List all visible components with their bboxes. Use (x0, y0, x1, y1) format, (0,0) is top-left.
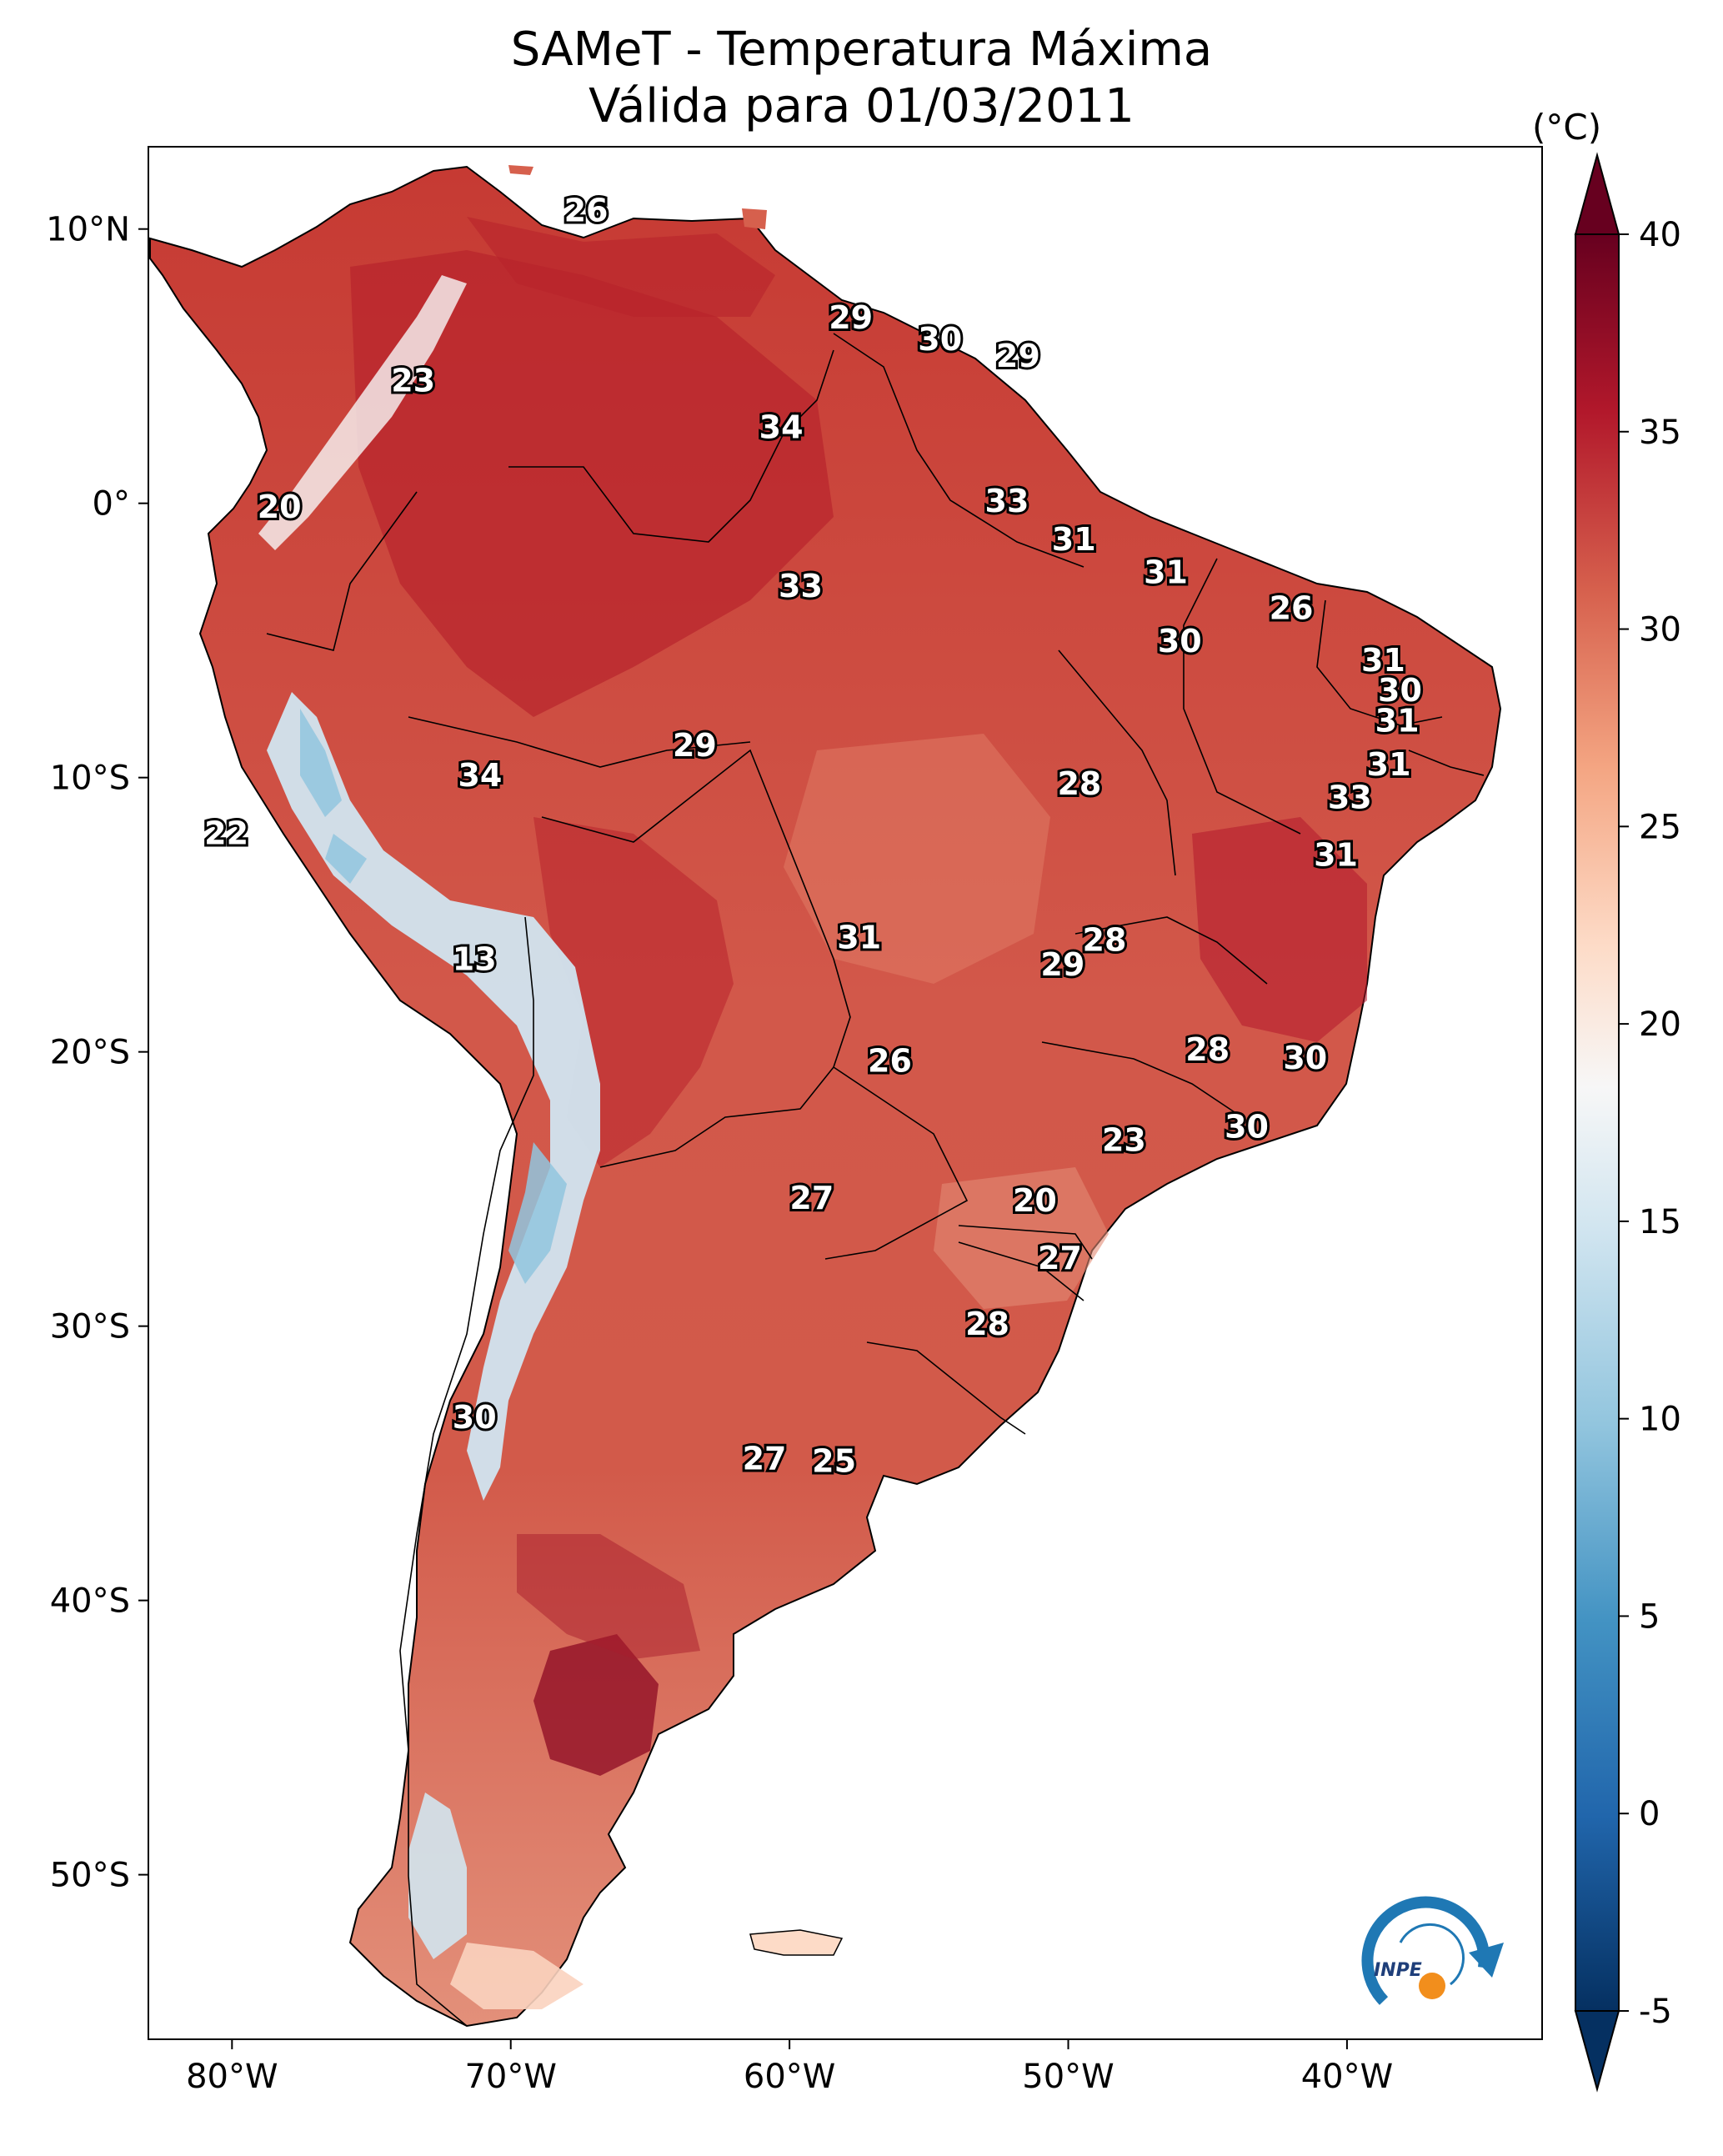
contour-label: 31 (1144, 554, 1188, 591)
contour-label: 31 (1375, 702, 1420, 739)
contour-label: 30 (1158, 623, 1202, 659)
mild-zone-cerrado (784, 734, 1050, 984)
colorbar-body (1575, 233, 1620, 2012)
contour-label: 29 (996, 338, 1040, 374)
colorbar-tick-label: 10 (1639, 1401, 1681, 1439)
lon-tick-label: 50°W (1022, 2058, 1114, 2096)
contour-label: 33 (779, 568, 823, 604)
colorbar-tick-label: 5 (1639, 1597, 1660, 1636)
colorbar-tick-label: 15 (1639, 1203, 1681, 1241)
colorbar-unit: (°C) (1532, 107, 1602, 148)
colorbar-tick-label: 20 (1639, 1005, 1681, 1044)
colorbar: 40 35 30 25 20 15 10 5 0 -5 (1574, 152, 1681, 2093)
hot-zone-amazon (350, 250, 834, 717)
contour-label: 28 (1057, 765, 1101, 802)
contour-label: 27 (1038, 1240, 1082, 1276)
contour-label: 31 (1361, 642, 1405, 679)
logo-orbit (1399, 1923, 1465, 1986)
lon-tick-label: 80°W (186, 2058, 278, 2096)
contour-label: 30 (453, 1399, 497, 1436)
contour-label: 29 (829, 299, 873, 336)
map-title: SAMeT - Temperatura Máxima (510, 23, 1213, 77)
hot-zone-pampas (517, 1534, 700, 1659)
contour-label: 34 (759, 409, 804, 445)
lat-tick-label: 20°S (50, 1034, 130, 1072)
contour-label: 28 (965, 1306, 1009, 1342)
lat-tick-label: 10°S (50, 760, 130, 798)
colorbar-ticks: 40 35 30 25 20 15 10 5 0 -5 (1619, 216, 1681, 2031)
contour-label: 33 (985, 483, 1029, 519)
andes-colder-core (300, 709, 567, 1284)
contour-label: 27 (743, 1440, 787, 1477)
colorbar-tick-label: 40 (1639, 216, 1681, 254)
hot-zone-bahia (1192, 817, 1367, 1042)
hot-zone-patagonia (533, 1634, 659, 1776)
contour-label: 28 (1083, 922, 1127, 959)
lon-tick-label: 60°W (744, 2058, 835, 2096)
lat-tick-label: 30°S (50, 1308, 130, 1346)
contour-label: 30 (1225, 1108, 1269, 1145)
lat-tick-label: 0° (93, 485, 130, 524)
latitude-axis: 10°N 0° 10°S 20°S 30°S 40°S 50°S (46, 211, 148, 1895)
logo-text: INPE (1374, 1960, 1422, 1981)
contour-label: 23 (1102, 1122, 1146, 1159)
contour-label: 26 (1270, 589, 1314, 626)
contour-label: 30 (918, 321, 962, 358)
logo-swoosh (1361, 1896, 1490, 2005)
colorbar-max-extension (1574, 152, 1620, 235)
map-subtitle: Válida para 01/03/2011 (589, 79, 1134, 133)
logo-arrow-icon (1469, 1943, 1504, 1978)
andes-north-strip (258, 275, 467, 550)
contour-label: 28 (1185, 1031, 1230, 1068)
contour-label: 31 (1367, 746, 1411, 783)
contour-label: 34 (458, 757, 502, 794)
patagonia-cold-strip (408, 1792, 467, 1959)
lon-tick-label: 40°W (1301, 2058, 1393, 2096)
colorbar-tick-label: 25 (1639, 808, 1681, 846)
contour-label: 27 (789, 1180, 834, 1216)
lon-tick-label: 70°W (464, 2058, 556, 2096)
contour-label: 20 (258, 489, 302, 525)
contour-label: 29 (673, 727, 717, 764)
tierra-del-fuego-mild (450, 1943, 584, 2009)
contour-label: 26 (868, 1042, 912, 1079)
contour-label: 23 (391, 362, 435, 399)
contour-label: 31 (1052, 521, 1096, 558)
contour-label: 25 (812, 1443, 856, 1480)
colorbar-tick-label: -5 (1639, 1993, 1672, 2031)
contour-label: 31 (837, 919, 881, 955)
contour-label: 33 (1328, 779, 1372, 815)
contour-label: 29 (1040, 946, 1084, 983)
longitude-axis: 80°W 70°W 60°W 50°W 40°W (186, 2039, 1393, 2096)
andes-cold-strip (267, 692, 600, 1501)
lat-tick-label: 50°S (50, 1857, 130, 1895)
colorbar-tick-label: 0 (1639, 1795, 1660, 1833)
inpe-logo: INPE (1361, 1896, 1504, 2005)
colorbar-tick-label: 35 (1639, 414, 1681, 452)
contour-label: 22 (204, 815, 248, 851)
lat-tick-label: 40°S (50, 1582, 130, 1621)
falkland-islands (749, 1929, 844, 1956)
country-borders (266, 333, 1485, 2027)
contour-label: 20 (1013, 1182, 1057, 1219)
contour-label: 26 (564, 192, 609, 228)
contour-label: 30 (1283, 1040, 1327, 1076)
colorbar-tick-label: 30 (1639, 611, 1681, 649)
contour-label: 13 (453, 941, 497, 978)
logo-sun-icon (1419, 1973, 1445, 1999)
colorbar-min-extension (1574, 2010, 1620, 2093)
lat-tick-label: 10°N (46, 211, 130, 249)
hot-zone-north (467, 217, 775, 317)
contour-label: 31 (1314, 837, 1358, 874)
mild-zone-south-brazil (934, 1167, 1109, 1309)
contour-label: 30 (1378, 672, 1422, 709)
